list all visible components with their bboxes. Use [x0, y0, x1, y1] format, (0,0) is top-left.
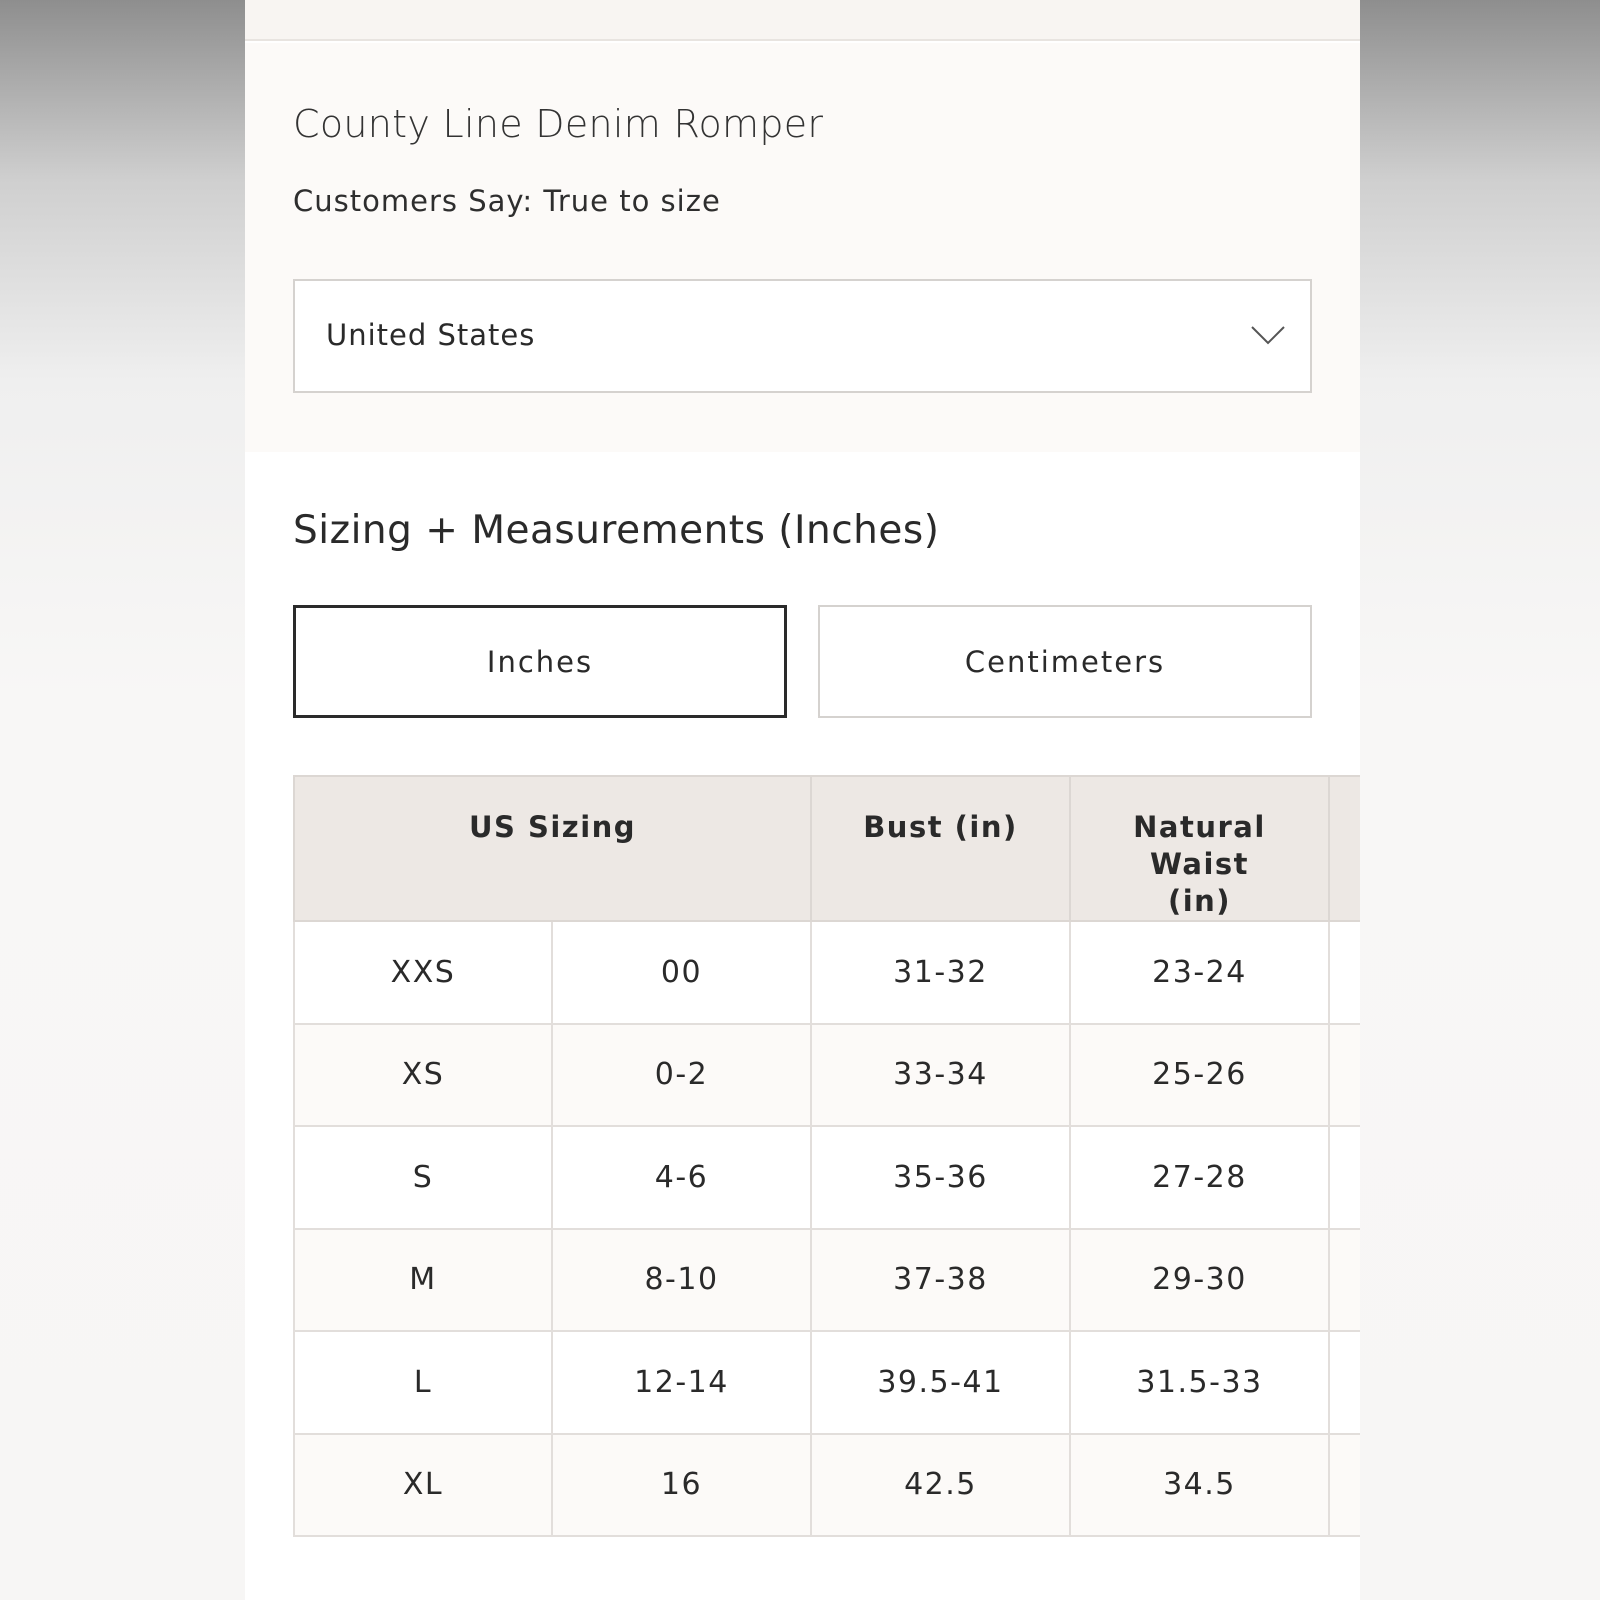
cell-cut-off [1328, 1227, 1360, 1332]
table-row: M 8-10 37-38 29-30 [293, 1227, 1360, 1332]
cell-waist: 25-26 [1069, 1022, 1330, 1127]
top-bar [245, 0, 1360, 41]
cell-us-size: 00 [551, 920, 812, 1025]
table-row: L 12-14 39.5-41 31.5-33 [293, 1330, 1360, 1435]
cell-bust: 42.5 [810, 1432, 1071, 1537]
cell-cut-off [1328, 1022, 1360, 1127]
cell-waist: 29-30 [1069, 1227, 1330, 1332]
cell-waist: 34.5 [1069, 1432, 1330, 1537]
table-row: S 4-6 35-36 27-28 [293, 1125, 1360, 1230]
table-row: XS 0-2 33-34 25-26 [293, 1022, 1360, 1127]
inches-toggle-button[interactable]: Inches [293, 605, 787, 718]
chevron-down-icon [1251, 326, 1285, 345]
table-header-row: US Sizing Bust (in) Natural Waist (in) [293, 775, 1360, 922]
cell-waist: 23-24 [1069, 920, 1330, 1025]
cell-cut-off [1328, 920, 1360, 1025]
cell-bust: 37-38 [810, 1227, 1071, 1332]
cell-size: XL [293, 1432, 553, 1537]
cell-bust: 35-36 [810, 1125, 1071, 1230]
header-us-sizing: US Sizing [293, 775, 812, 922]
cell-us-size: 0-2 [551, 1022, 812, 1127]
size-guide-panel: County Line Denim Romper Customers Say: … [245, 0, 1360, 1600]
sizing-heading: Sizing + Measurements (Inches) [293, 508, 940, 553]
fit-note: Customers Say: True to size [293, 184, 721, 218]
cell-us-size: 8-10 [551, 1227, 812, 1332]
cell-us-size: 12-14 [551, 1330, 812, 1435]
size-chart-table: US Sizing Bust (in) Natural Waist (in) X… [293, 775, 1360, 1537]
cell-size: M [293, 1227, 553, 1332]
cell-bust: 33-34 [810, 1022, 1071, 1127]
header-natural-waist-label: Natural Waist (in) [1133, 810, 1266, 918]
cell-size: S [293, 1125, 553, 1230]
region-select-value: United States [326, 318, 536, 352]
region-select[interactable]: United States [293, 279, 1312, 393]
cell-bust: 39.5-41 [810, 1330, 1071, 1435]
cell-waist: 27-28 [1069, 1125, 1330, 1230]
cell-bust: 31-32 [810, 920, 1071, 1025]
product-title: County Line Denim Romper [293, 102, 824, 146]
cell-cut-off [1328, 1432, 1360, 1537]
header-natural-waist: Natural Waist (in) [1069, 775, 1330, 922]
table-row: XL 16 42.5 34.5 [293, 1432, 1360, 1537]
cell-size: L [293, 1330, 553, 1435]
centimeters-toggle-button[interactable]: Centimeters [818, 605, 1312, 718]
table-row: XXS 00 31-32 23-24 [293, 920, 1360, 1025]
cell-size: XS [293, 1022, 553, 1127]
cell-us-size: 16 [551, 1432, 812, 1537]
cell-cut-off [1328, 1125, 1360, 1230]
header-bust: Bust (in) [810, 775, 1071, 922]
header-cut-off [1328, 775, 1360, 922]
cell-size: XXS [293, 920, 553, 1025]
cell-us-size: 4-6 [551, 1125, 812, 1230]
cell-waist: 31.5-33 [1069, 1330, 1330, 1435]
cell-cut-off [1328, 1330, 1360, 1435]
